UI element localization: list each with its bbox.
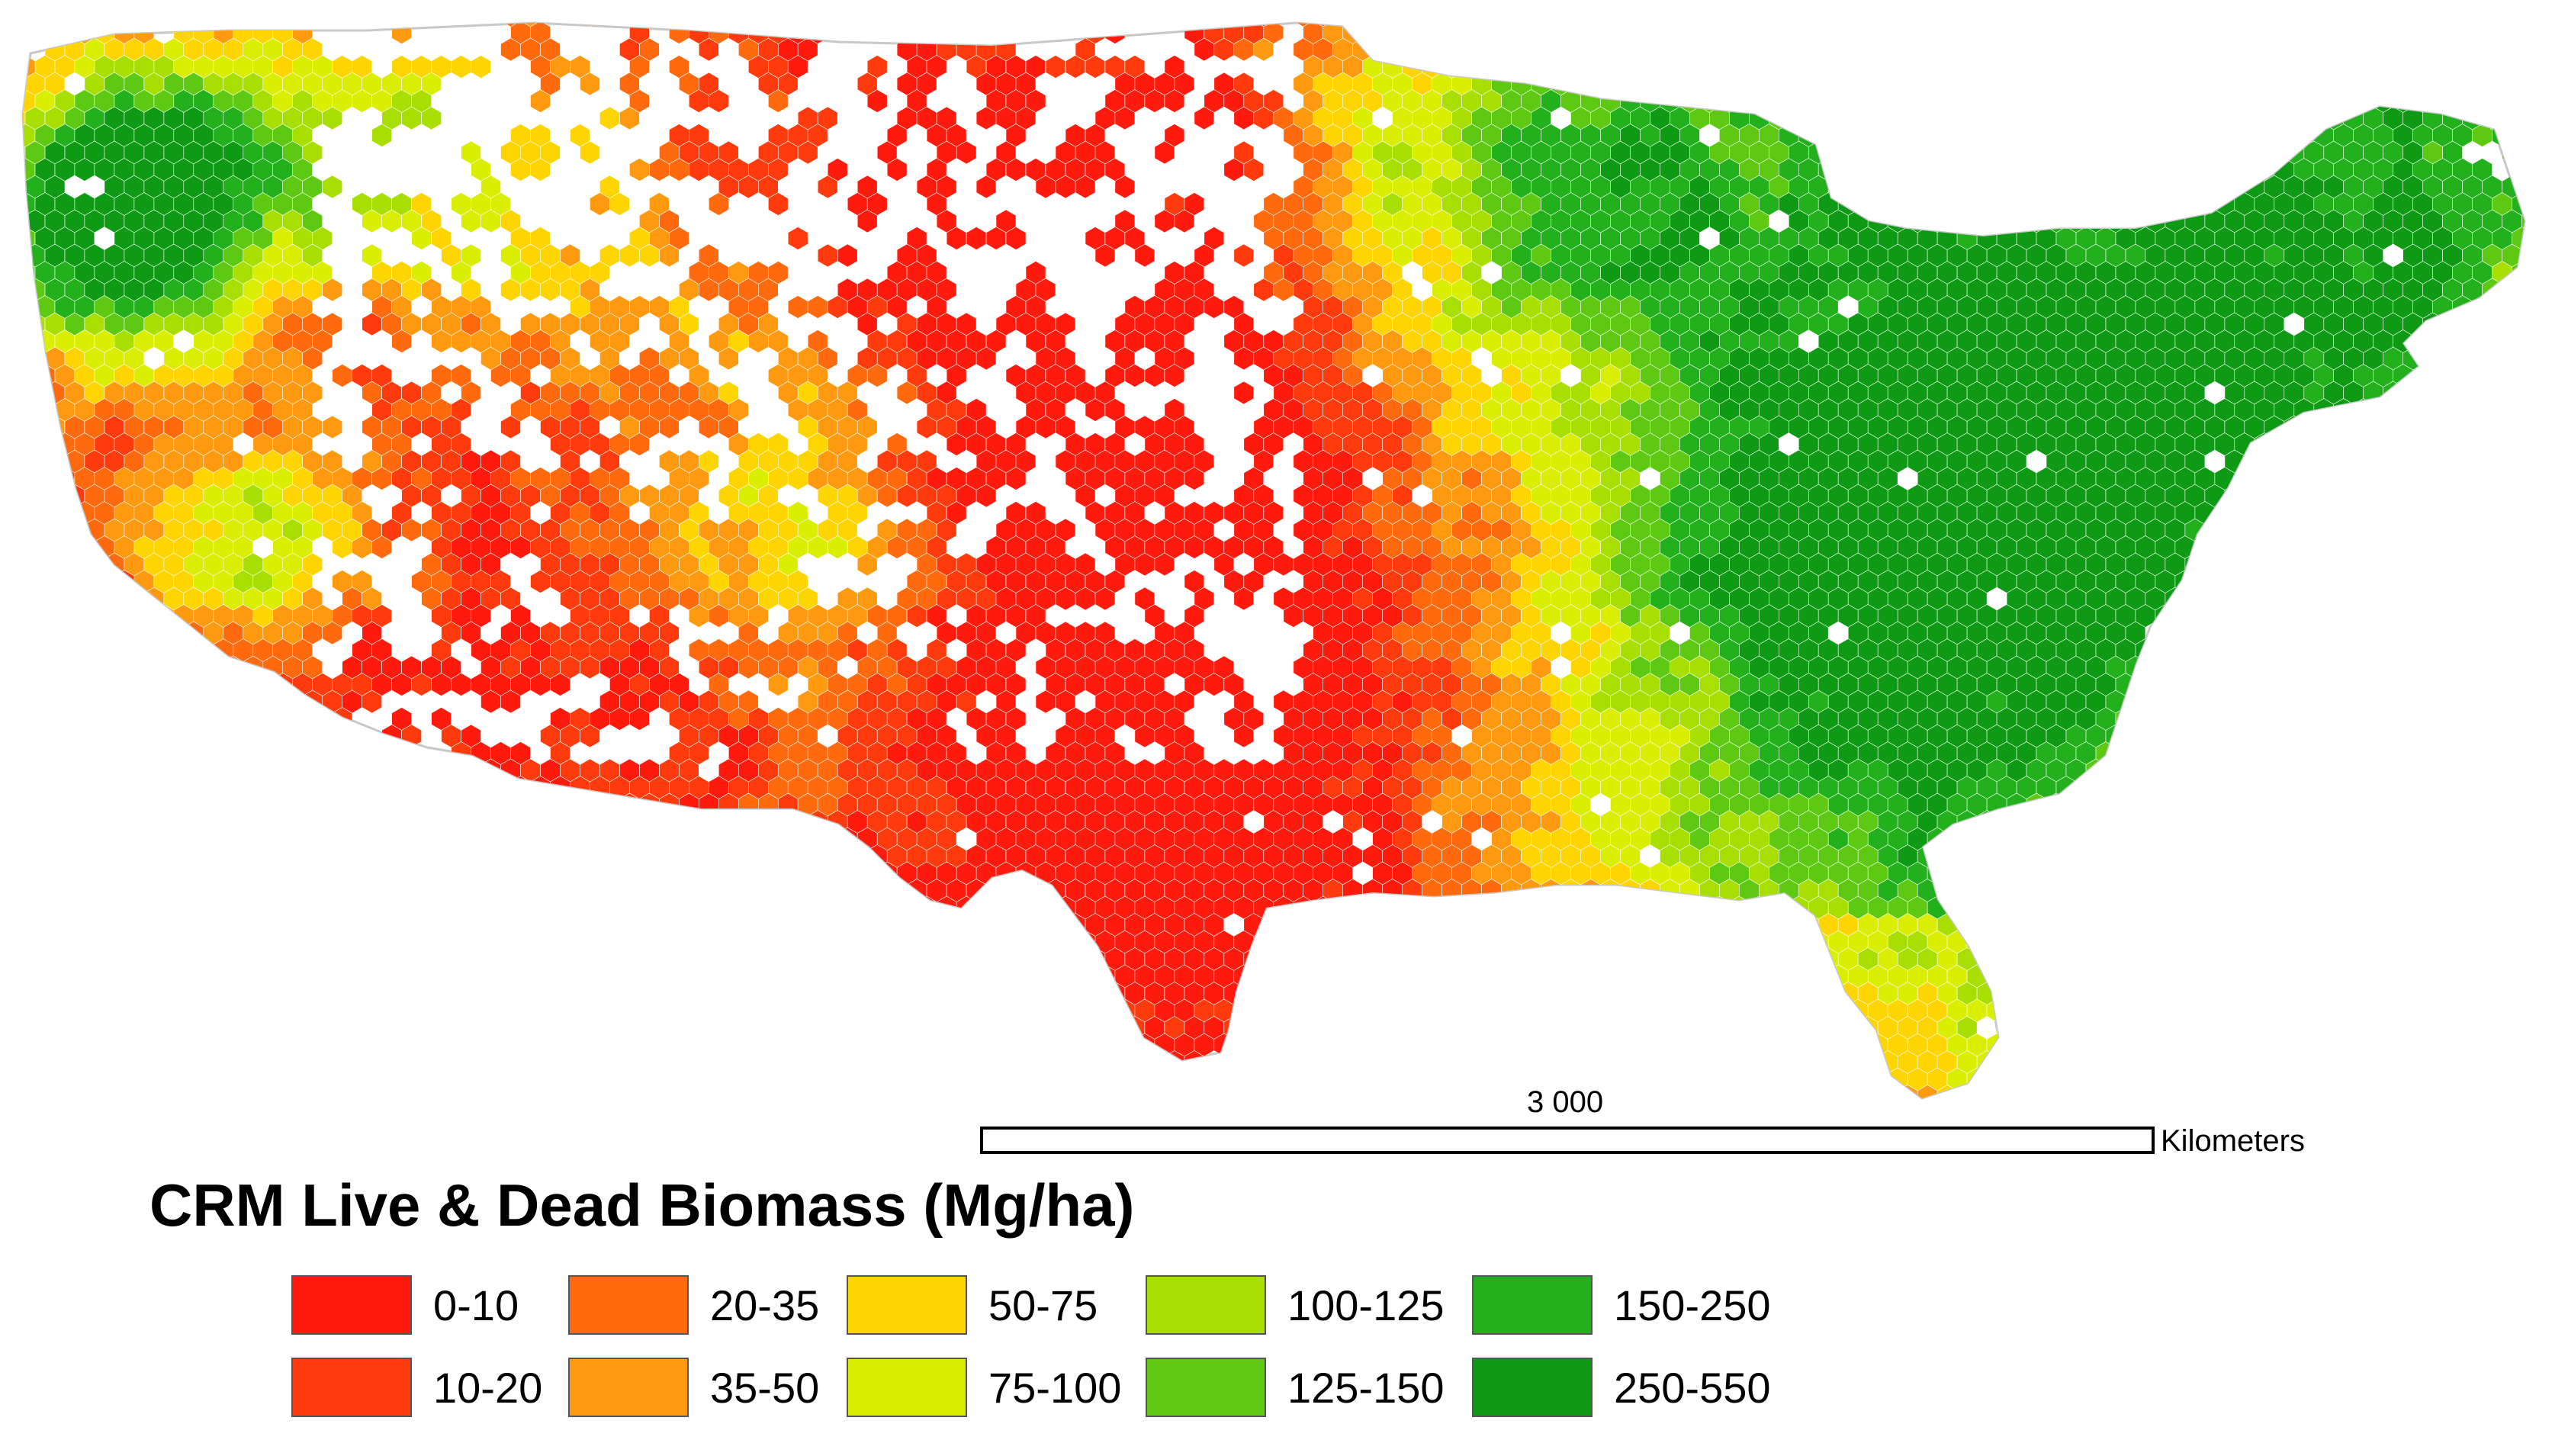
legend-item: 10-20	[291, 1358, 542, 1417]
legend-label: 125-150	[1287, 1363, 1445, 1412]
legend-label: 75-100	[988, 1363, 1122, 1412]
legend-swatch	[291, 1358, 412, 1417]
legend-swatch	[847, 1275, 967, 1335]
legend-swatch	[1472, 1275, 1593, 1335]
legend-swatch	[847, 1358, 967, 1417]
scale-bar-unit: Kilometers	[2161, 1124, 2305, 1158]
legend-item: 100-125	[1146, 1275, 1445, 1335]
legend-swatch	[1146, 1358, 1266, 1417]
legend-item: 50-75	[847, 1275, 1098, 1335]
legend-swatch	[568, 1358, 689, 1417]
legend-label: 10-20	[433, 1363, 543, 1412]
legend-item: 0-10	[291, 1275, 519, 1335]
scale-bar	[980, 1127, 2155, 1154]
legend-item: 75-100	[847, 1358, 1121, 1417]
legend-item: 35-50	[568, 1358, 819, 1417]
legend-swatch	[568, 1275, 689, 1335]
legend-title: CRM Live & Dead Biomass (Mg/ha)	[149, 1172, 1135, 1239]
legend-label: 0-10	[433, 1281, 519, 1329]
legend-label: 150-250	[1614, 1281, 1771, 1329]
legend-item: 150-250	[1472, 1275, 1771, 1335]
legend-swatch	[1472, 1358, 1593, 1417]
legend-label: 35-50	[710, 1363, 820, 1412]
legend-item: 250-550	[1472, 1358, 1771, 1417]
legend-label: 100-125	[1287, 1281, 1445, 1329]
legend-swatch	[291, 1275, 412, 1335]
legend-label: 250-550	[1614, 1363, 1771, 1412]
legend-item: 125-150	[1146, 1358, 1445, 1417]
legend-swatch	[1146, 1275, 1266, 1335]
legend-label: 50-75	[988, 1281, 1098, 1329]
legend-item: 20-35	[568, 1275, 819, 1335]
scale-bar-value: 3 000	[1527, 1085, 1604, 1119]
legend-label: 20-35	[710, 1281, 820, 1329]
